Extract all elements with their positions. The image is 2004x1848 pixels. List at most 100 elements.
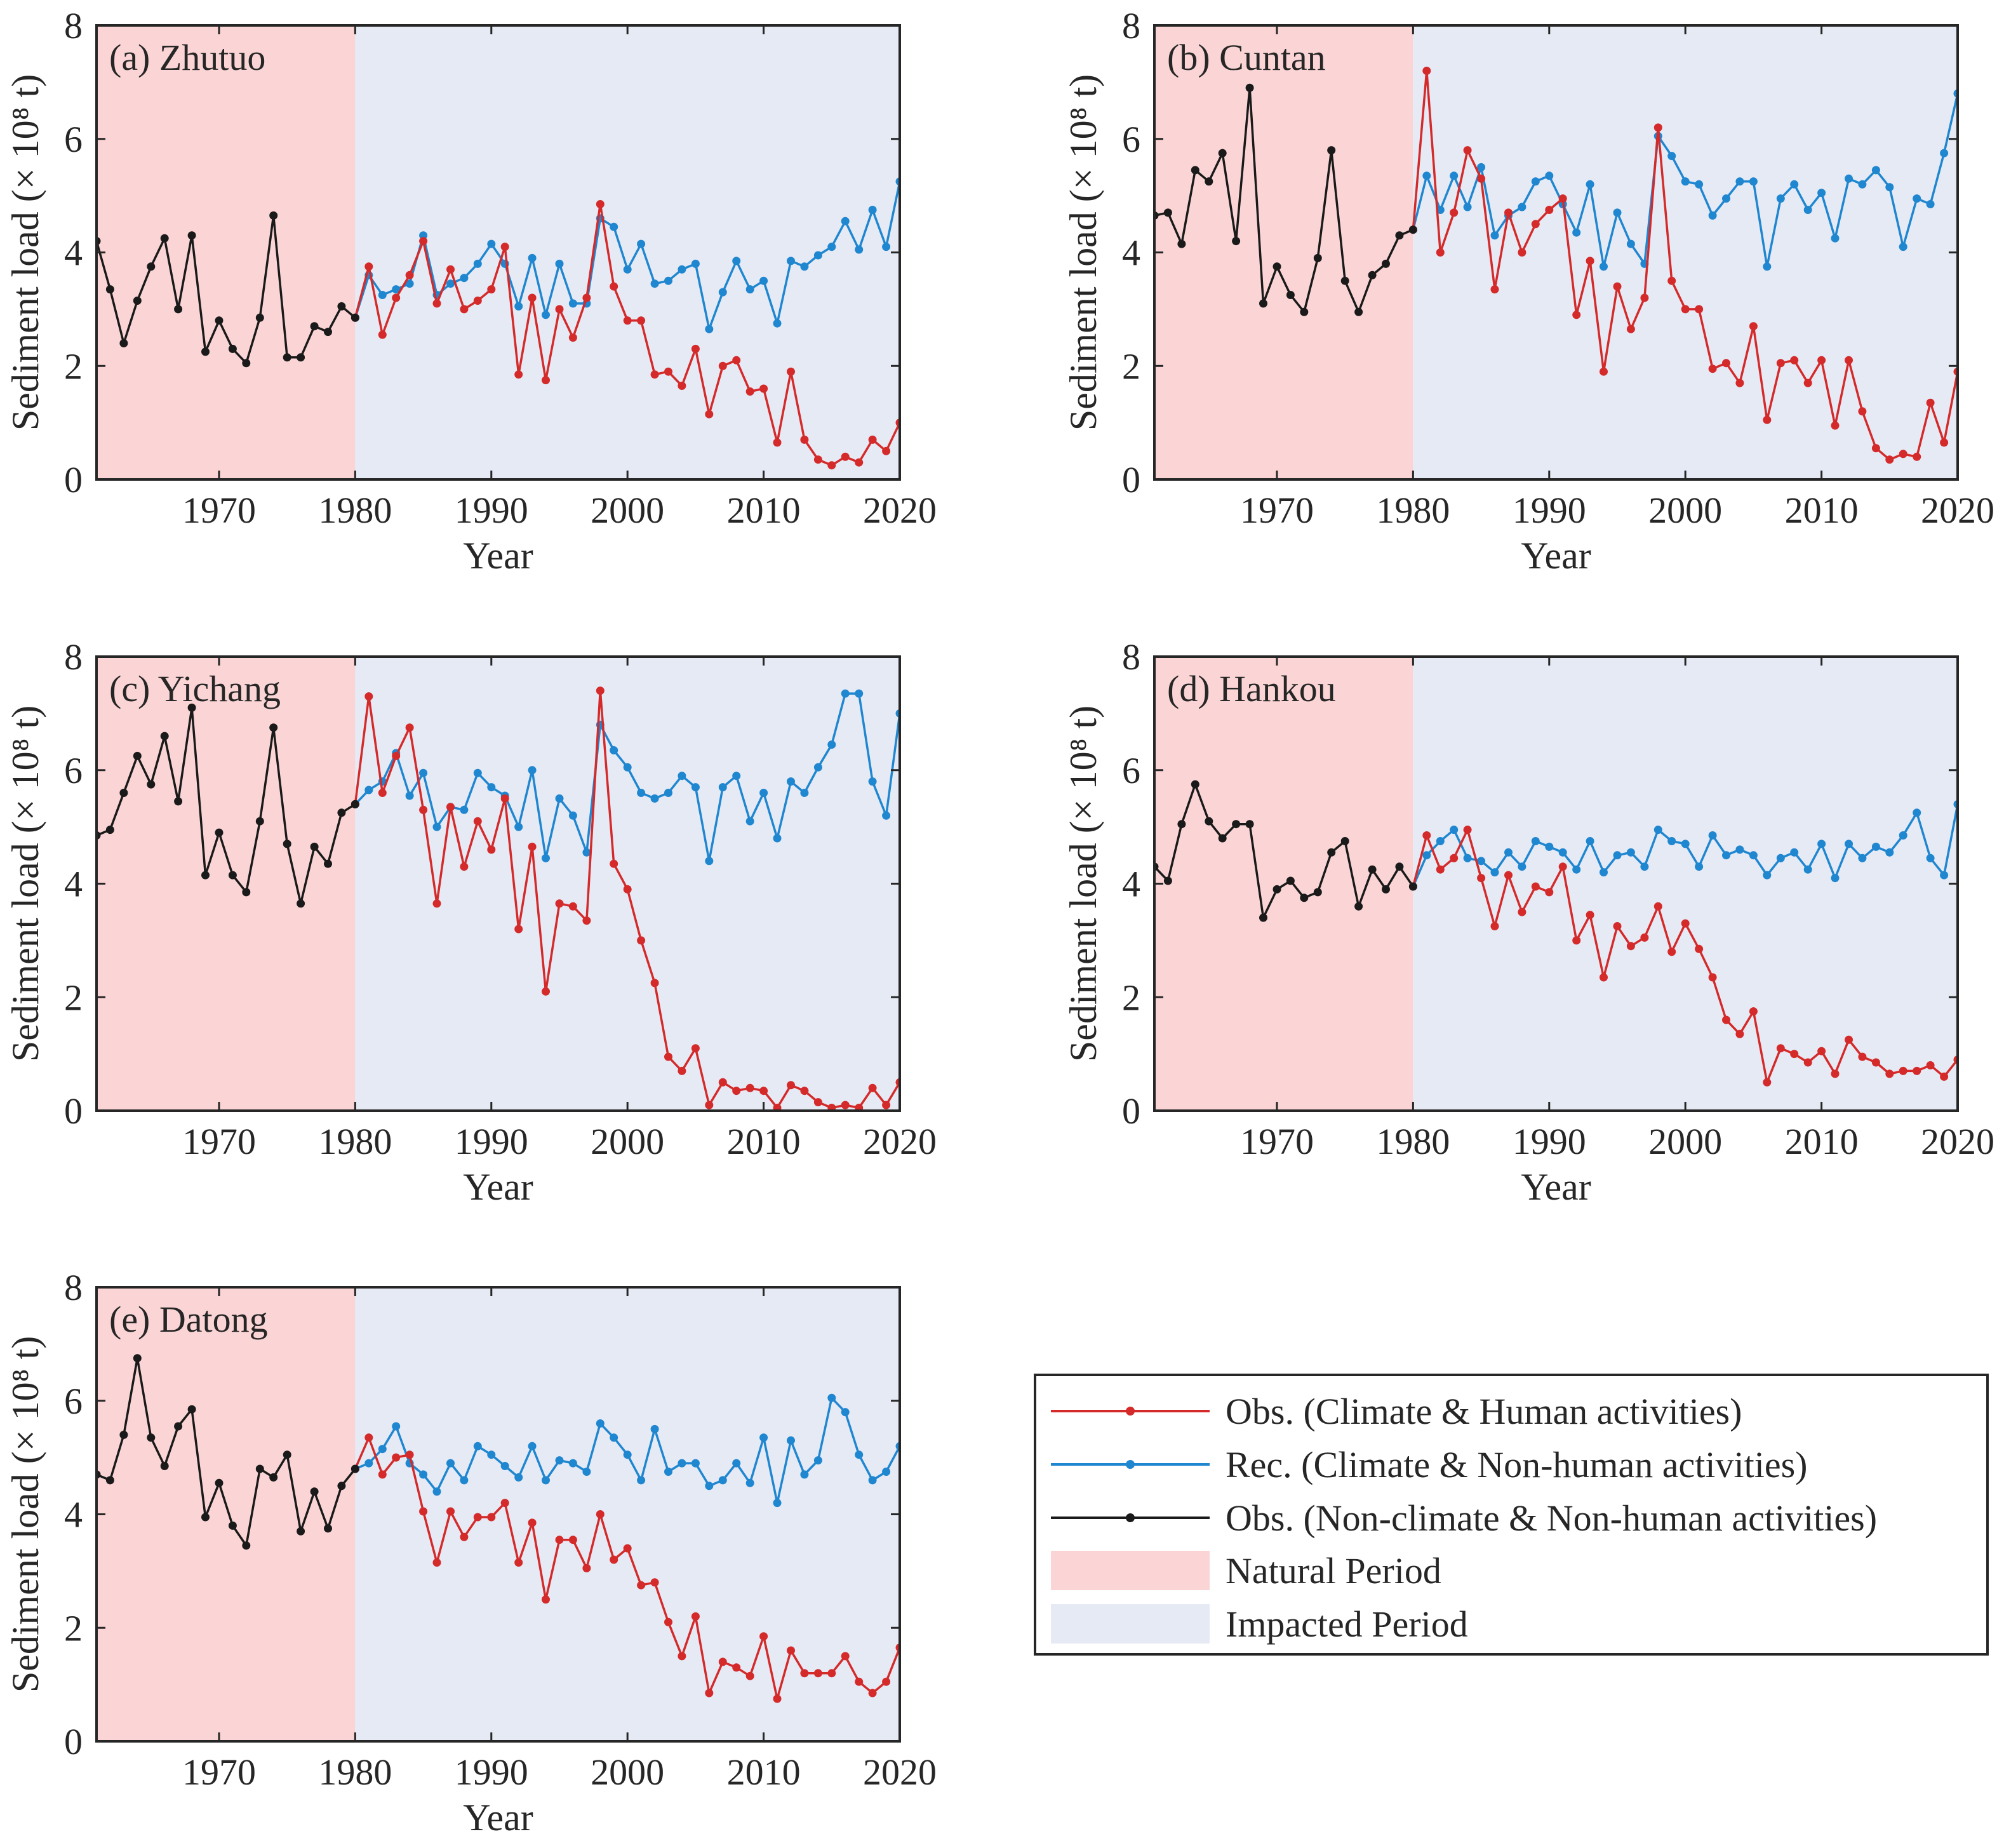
observed-point (1845, 1035, 1853, 1044)
observed-point (500, 794, 509, 803)
reconstructed-point (1831, 234, 1840, 243)
observed-point (1899, 1066, 1907, 1075)
observed-point (800, 1087, 809, 1095)
observed-point (718, 1657, 727, 1666)
reconstructed-point (1667, 152, 1676, 161)
reconstructed-point (718, 783, 727, 792)
observed-point (787, 1081, 795, 1090)
natural-point (310, 842, 319, 851)
x-tick-label: 2010 (727, 490, 801, 531)
observed-point (1558, 194, 1567, 203)
reconstructed-point (1518, 203, 1526, 211)
reconstructed-point (841, 217, 850, 225)
observed-point (705, 1101, 714, 1109)
reconstructed-point (1831, 874, 1840, 883)
observed-point (419, 805, 428, 814)
observed-point (1531, 220, 1540, 229)
reconstructed-point (678, 265, 686, 274)
x-tick-label: 2010 (1785, 490, 1859, 531)
reconstructed-point (1545, 171, 1554, 180)
x-tick-label: 1980 (318, 1751, 392, 1793)
reconstructed-point (1613, 851, 1622, 860)
natural-point (1177, 820, 1186, 829)
natural-period-shading (1154, 25, 1413, 479)
reconstructed-point (827, 1393, 836, 1402)
reconstructed-point (1477, 857, 1486, 866)
reconstructed-point (446, 1459, 455, 1468)
observed-point (582, 1563, 591, 1572)
reconstructed-point (582, 848, 591, 857)
observed-point (487, 285, 496, 294)
observed-point (868, 1689, 877, 1697)
natural-point (1368, 271, 1377, 279)
observed-point (473, 1513, 482, 1522)
natural-point (1300, 894, 1309, 902)
legend-label-natural-period: Natural Period (1226, 1550, 1441, 1591)
natural-point (310, 322, 319, 331)
reconstructed-point (528, 253, 537, 262)
observed-point (1803, 378, 1812, 387)
observed-point (1695, 944, 1704, 953)
reconstructed-point (678, 1459, 686, 1468)
x-tick-label: 1990 (455, 1121, 528, 1162)
observed-point (813, 1098, 822, 1107)
panel-title: (a) Zhutuo (109, 37, 265, 78)
observed-point (1681, 305, 1690, 314)
x-tick-label: 2020 (863, 1751, 937, 1793)
observed-point (1749, 322, 1758, 331)
reconstructed-point (800, 1470, 809, 1479)
reconstructed-point (1518, 862, 1526, 871)
observed-point (1845, 356, 1853, 365)
observed-point (1572, 311, 1581, 319)
natural-line (97, 1356, 356, 1547)
observed-point (1477, 874, 1486, 883)
natural-point (1408, 882, 1417, 891)
x-axis-label: Year (463, 1797, 533, 1838)
x-tick-label: 1980 (1376, 490, 1450, 531)
natural-point (215, 1478, 224, 1487)
x-tick-label: 2020 (1921, 1121, 1994, 1162)
observed-point (1899, 450, 1907, 459)
observed-point (882, 1101, 891, 1109)
reconstructed-point (773, 834, 782, 843)
panel-title: (d) Hankou (1167, 668, 1336, 709)
observed-point (1653, 123, 1662, 132)
observed-point (813, 455, 822, 464)
legend-marker-reconstructed (1126, 1460, 1135, 1469)
natural-line (97, 214, 356, 365)
reconstructed-point (392, 285, 401, 294)
observed-point (473, 297, 482, 305)
natural-point (187, 231, 196, 240)
reconstructed-point (841, 689, 850, 698)
reconstructed-series (351, 1393, 900, 1508)
y-tick-label: 0 (1122, 459, 1140, 500)
reconstructed-point (759, 276, 768, 285)
reconstructed-point (1545, 842, 1554, 851)
reconstructed-point (813, 251, 822, 260)
reconstructed-point (650, 1424, 659, 1433)
reconstructed-point (1722, 851, 1730, 860)
y-axis-label: Sediment load (× 10⁸ t) (1062, 74, 1104, 431)
y-tick-label: 8 (1122, 5, 1140, 46)
reconstructed-point (1490, 231, 1499, 240)
reconstructed-point (378, 291, 387, 299)
observed-point (1735, 1029, 1744, 1038)
natural-point (160, 234, 169, 243)
observed-point (378, 789, 387, 797)
reconstructed-point (855, 245, 864, 254)
reconstructed-point (1422, 851, 1431, 860)
reconstructed-point (514, 822, 523, 831)
reconstructed-point (1572, 865, 1581, 874)
y-tick-label: 2 (1122, 345, 1140, 387)
legend-entry-natural: Obs. (Non-climate & Non-human activities… (1051, 1497, 1877, 1539)
reconstructed-point (568, 299, 577, 308)
x-tick-label: 2010 (1785, 1121, 1859, 1162)
reconstructed-point (1845, 174, 1853, 183)
reconstructed-point (623, 265, 632, 274)
observed-point (773, 1104, 782, 1111)
observed-point (392, 293, 401, 302)
observed-point (1776, 359, 1785, 368)
panel-d: 1970 1980 1990 2000 2010 2020 0 2 4 6 8 Year Sedimen… (1062, 636, 1994, 1208)
natural-point (297, 353, 305, 362)
observed-point (1518, 248, 1526, 257)
